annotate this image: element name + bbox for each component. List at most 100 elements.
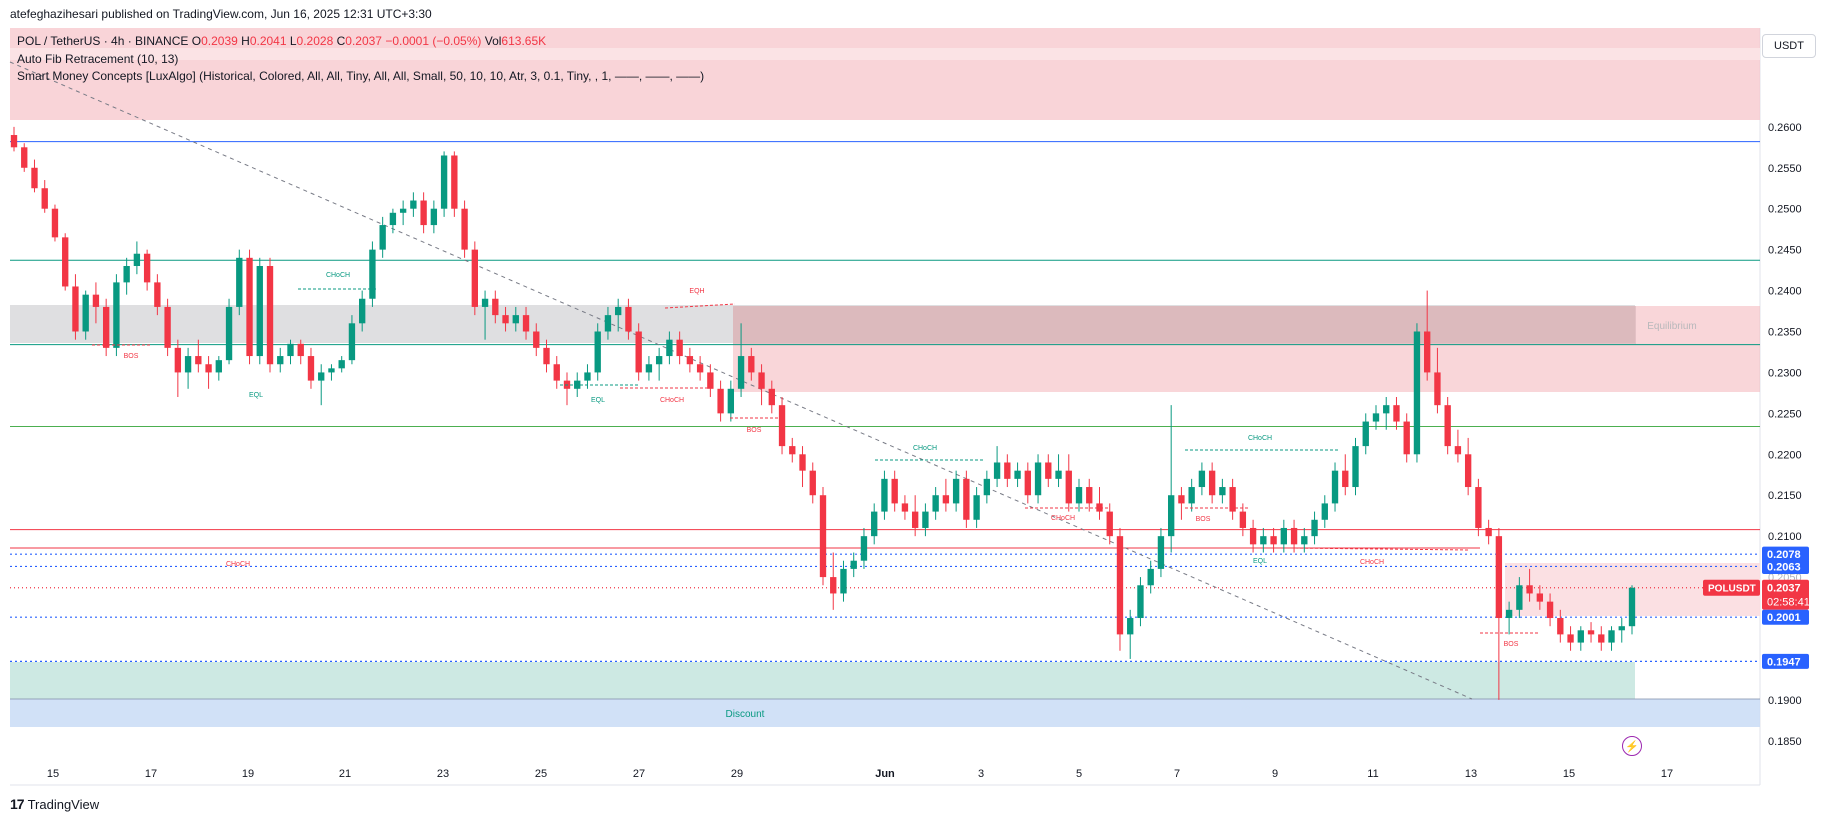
candle-body (1352, 446, 1359, 488)
candle-body (72, 286, 79, 332)
candle-body (594, 331, 601, 373)
candle-body (471, 249, 478, 307)
candle-body (1587, 630, 1595, 635)
candle-body (1188, 487, 1195, 504)
trend-line (9, 61, 1473, 700)
time-tick: 17 (1661, 768, 1673, 780)
volume-label: Vol (484, 34, 502, 48)
candle-body (1444, 405, 1451, 447)
symbol-label[interactable]: POL / TetherUS · 4h · BINANCE (17, 34, 189, 48)
candle-body (1157, 536, 1165, 569)
structure-label: EQH (689, 288, 704, 295)
candle-body (584, 372, 591, 381)
price-tick: 0.2100 (1768, 531, 1802, 543)
candle-body (451, 155, 458, 209)
candle-body (256, 266, 263, 357)
candle-body (1086, 487, 1093, 504)
candle-body (1567, 634, 1574, 643)
structure-label: CHoCH (913, 445, 937, 452)
discount-label: Discount (726, 709, 765, 720)
time-tick: 7 (1174, 768, 1180, 780)
candle-body (154, 282, 161, 307)
candle-body (307, 356, 315, 381)
indicator-fib-legend[interactable]: Auto Fib Retracement (10, 13) (17, 52, 179, 66)
candle-body (430, 208, 438, 226)
candle-body (328, 368, 335, 373)
candle-body (174, 347, 182, 373)
price-tick: 0.2550 (1768, 163, 1802, 175)
candle-body (1034, 462, 1042, 496)
price-tick: 0.1900 (1768, 695, 1802, 707)
price-tick: 0.2450 (1768, 245, 1802, 257)
candle-body (440, 155, 448, 209)
price-axis-label: 0.1947 (1767, 656, 1801, 668)
candle-body (236, 257, 243, 307)
time-tick: 9 (1272, 768, 1278, 780)
structure-label: EQL (249, 392, 263, 399)
candle-body (758, 372, 765, 389)
price-tick: 0.2250 (1768, 408, 1802, 420)
candle-body (533, 331, 540, 348)
symbol-label: POLUSDT (1708, 584, 1756, 595)
open-value: 0.2039 (201, 34, 238, 48)
currency-selector[interactable]: USDT (1762, 34, 1816, 58)
candle-body (635, 331, 642, 373)
close-value: 0.2037 (345, 34, 382, 48)
candle-body (461, 208, 468, 250)
candle-body (297, 343, 304, 357)
candle-body (1403, 421, 1410, 455)
structure-line (664, 303, 736, 309)
candle-body (1393, 405, 1400, 422)
candle-body (1024, 470, 1031, 496)
time-tick: 15 (1563, 768, 1575, 780)
structure-line (1289, 547, 1471, 551)
countdown-label: 02:58:41 (1767, 597, 1810, 609)
time-tick: 3 (978, 768, 984, 780)
candle-body (184, 356, 192, 373)
tradingview-logo[interactable]: 17 TradingView (10, 796, 99, 812)
candle-body (1454, 446, 1462, 455)
candle-body (983, 478, 991, 496)
candle-body (379, 225, 386, 250)
candle-body (819, 495, 827, 578)
candle-body (399, 208, 407, 213)
candle-body (717, 388, 724, 414)
equilibrium-label: Equilibrium (1647, 321, 1696, 332)
candle-body (963, 478, 970, 520)
time-tick: 27 (633, 768, 645, 780)
candle-body (41, 188, 48, 209)
candle-body (860, 536, 868, 561)
candle-body (1055, 470, 1062, 479)
candle-body (1434, 372, 1441, 406)
structure-label: CHoCH (326, 272, 350, 279)
volume-value: 613.65K (501, 34, 547, 48)
structure-label: CHoCH (660, 397, 684, 404)
candle-body (1075, 487, 1083, 504)
change-value: −0.0001 (−0.05%) (385, 34, 482, 48)
price-axis-label-bg (1762, 653, 1809, 669)
candle-body (1475, 487, 1482, 528)
time-tick: 23 (437, 768, 449, 780)
time-tick: 15 (47, 768, 59, 780)
candle-body (389, 212, 397, 226)
candle-body (348, 323, 356, 361)
time-tick: 13 (1465, 768, 1477, 780)
bolt-icon[interactable]: ⚡ (1622, 736, 1642, 756)
candle-body (1546, 601, 1554, 619)
indicator-smc-legend[interactable]: Smart Money Concepts [LuxAlgo] (Historic… (17, 69, 705, 83)
candle-body (901, 503, 909, 512)
candle-body (871, 511, 878, 537)
candle-body (1198, 470, 1206, 488)
high-value: 0.2041 (249, 34, 287, 48)
candle-body (727, 388, 735, 414)
candle-body (1178, 495, 1185, 504)
candle-body (1229, 487, 1236, 512)
candle-body (1362, 421, 1369, 447)
candle-body (993, 462, 1001, 479)
price-axis-label: 0.2078 (1767, 549, 1801, 561)
price-axis-label: 0.2037 (1767, 583, 1801, 595)
premium-zone (10, 28, 1760, 120)
price-tick: 0.2600 (1768, 122, 1802, 134)
candle-body (502, 315, 509, 324)
